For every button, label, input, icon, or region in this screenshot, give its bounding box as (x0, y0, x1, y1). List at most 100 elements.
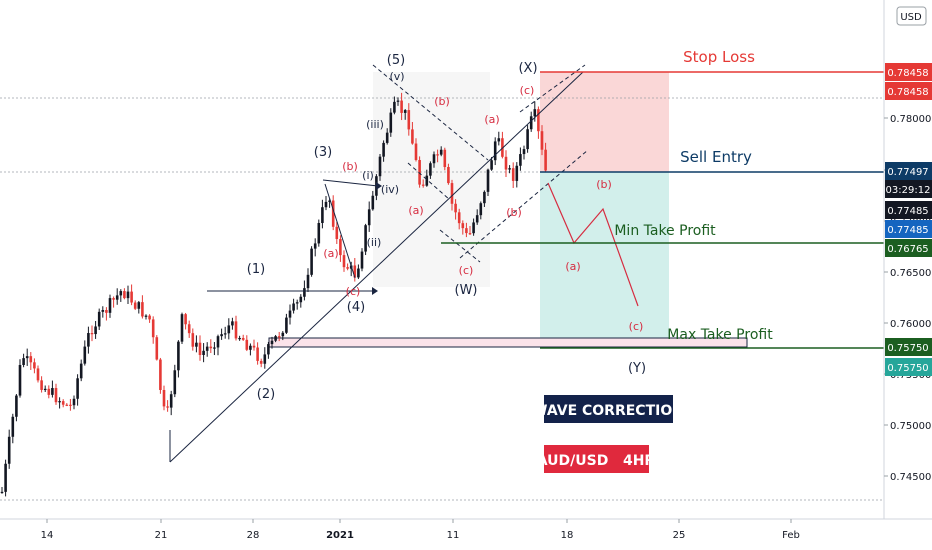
price-tag (885, 162, 932, 180)
time-tick-label: 2021 (326, 530, 354, 541)
candle-body (274, 336, 277, 341)
candle-body (180, 314, 184, 342)
candle-body (288, 310, 292, 318)
wave-label: (i) (362, 169, 374, 182)
candle-body (475, 215, 479, 223)
candle-body (123, 291, 126, 299)
price-tag (885, 63, 932, 81)
candle-body (169, 394, 173, 408)
candle-body (238, 337, 241, 340)
price-tick-label: 0.74500 (890, 472, 931, 483)
candle-body (191, 333, 195, 347)
candle-body (115, 295, 119, 300)
candle-body (295, 302, 299, 304)
currency-button[interactable] (896, 6, 927, 26)
candle-body (252, 345, 256, 348)
candle-body (533, 109, 537, 117)
candle-body (540, 131, 544, 150)
candle-body (87, 333, 90, 347)
time-tick-label: 28 (247, 530, 260, 541)
wave-label: (5) (387, 53, 405, 68)
channel-upper-dashed (519, 64, 586, 113)
candle-body (493, 141, 497, 161)
trend-line-main (169, 71, 584, 463)
wave-label: (a) (484, 113, 499, 126)
candle-body (198, 342, 202, 355)
currency-label: USD (900, 12, 922, 23)
candle-body (450, 183, 454, 204)
max-take-profit-label: Max Take Profit (667, 327, 773, 343)
candle-body (54, 388, 58, 403)
price-tag-label: 0.75750 (887, 343, 928, 354)
candle-body (94, 326, 97, 335)
wave-label: (b) (596, 178, 612, 191)
candle-body (213, 347, 216, 349)
candle-body (90, 333, 94, 335)
candle-body (69, 404, 72, 406)
candle-body (187, 324, 191, 334)
candle-body (504, 156, 508, 170)
candle-body (285, 317, 288, 333)
candle-body (259, 360, 263, 364)
sell-entry-label: Sell Entry (680, 148, 752, 166)
wave-label: (X) (518, 61, 537, 76)
candle-body (339, 239, 342, 256)
candle-body (119, 291, 123, 296)
candle-body (133, 302, 137, 309)
wave-label: (c) (346, 285, 361, 298)
candle-body (465, 228, 468, 234)
time-tick-label: 14 (41, 530, 54, 541)
candle-body (331, 200, 335, 227)
candle-body (393, 101, 396, 113)
candle-body (292, 303, 295, 311)
candle-body (101, 310, 105, 312)
price-tag-label: 0.77485 (887, 206, 928, 217)
price-tag (885, 220, 932, 238)
price-tick-label: 0.76000 (890, 319, 931, 330)
wave-label: (iii) (366, 118, 384, 131)
candle-body (378, 156, 382, 177)
candle-body (324, 201, 328, 208)
candle-body (511, 168, 515, 181)
title-box-text: WAVE CORRECTION (532, 403, 684, 419)
price-tag-label: 0.77497 (887, 167, 928, 178)
candle-body (11, 416, 15, 437)
candle-body (151, 319, 155, 338)
wave-label: (W) (455, 283, 478, 298)
candle-body (385, 132, 389, 143)
price-tag (885, 338, 932, 356)
symbol-box-text: AUD/USD 4HR (537, 453, 656, 469)
candle-body (202, 350, 205, 355)
candle-body (61, 401, 65, 405)
candle-body (486, 169, 490, 192)
candle-body (472, 222, 475, 234)
candle-body (364, 225, 367, 252)
price-tag-label: 0.78458 (887, 68, 928, 79)
candle-body (382, 142, 385, 157)
price-tag-label: 0.78458 (887, 87, 928, 98)
candle-body (65, 404, 69, 406)
candle-body (7, 436, 11, 464)
candle-body (490, 160, 493, 170)
wave-label: (b) (434, 95, 450, 108)
candle-body (234, 321, 238, 339)
candlestick-series (0, 92, 547, 497)
price-tag-label: 0.76765 (887, 244, 928, 255)
candle-body (425, 175, 429, 186)
price-tag-label: 0.75750 (887, 363, 928, 374)
wave-label: (a) (323, 247, 338, 260)
wave-label: (iv) (381, 183, 399, 196)
candle-body (367, 209, 371, 226)
candle-body (141, 302, 144, 317)
candle-body (328, 200, 331, 202)
candle-body (173, 370, 177, 395)
wave-label: (1) (247, 262, 265, 277)
candle-body (205, 346, 209, 351)
candle-body (421, 184, 425, 186)
risk-zone (540, 72, 669, 172)
candle-body (483, 191, 486, 204)
candle-body (303, 288, 306, 297)
candle-body (97, 311, 101, 327)
candle-body (439, 149, 443, 155)
